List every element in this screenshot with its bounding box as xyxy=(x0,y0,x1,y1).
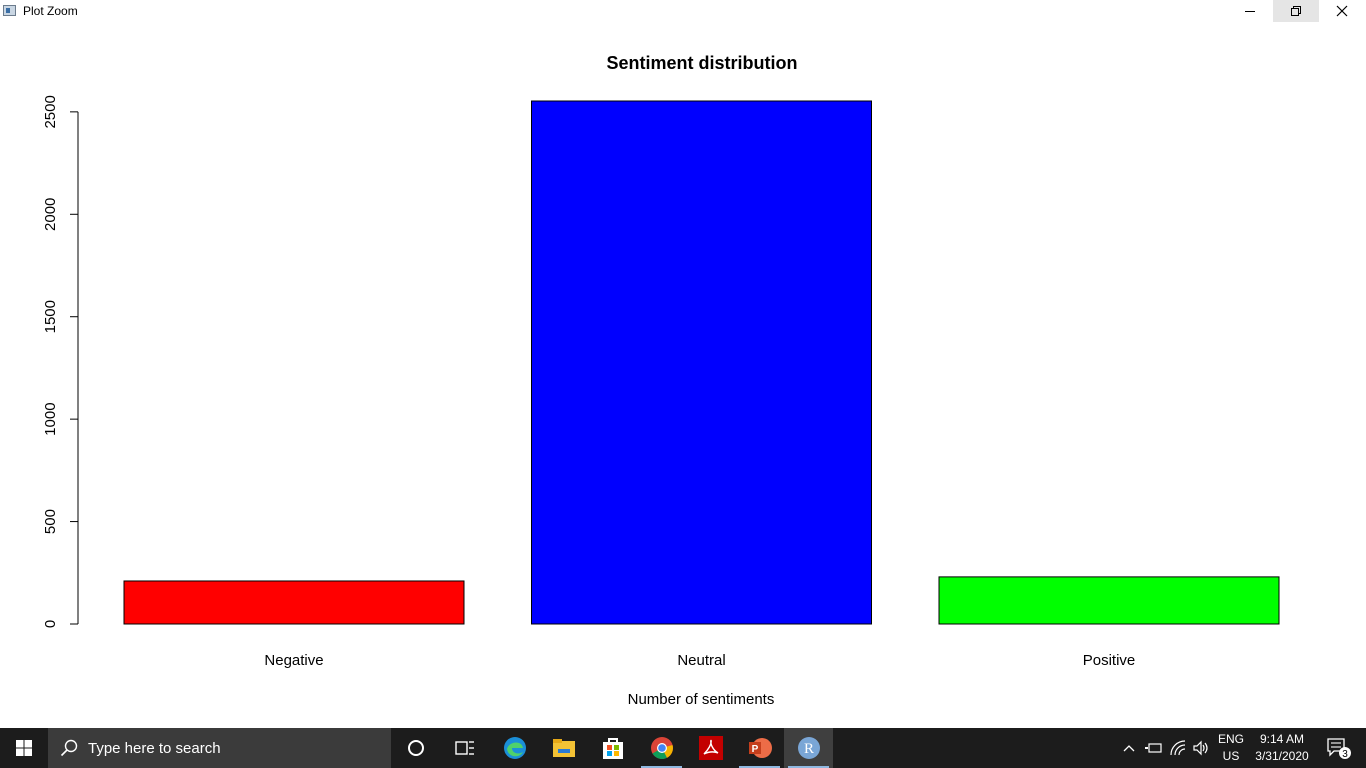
app-icon xyxy=(3,5,16,16)
minimize-icon xyxy=(1245,11,1255,12)
file-explorer-button[interactable] xyxy=(539,728,588,768)
bar-chart: Sentiment distribution 0 500 1000 1500 2000 2… xyxy=(42,53,1280,708)
bar-negative xyxy=(123,580,465,625)
bar-positive xyxy=(938,576,1280,625)
battery-icon xyxy=(1145,743,1162,753)
notification-count: 3 xyxy=(1342,749,1348,760)
input-language-indicator[interactable]: ENG US xyxy=(1214,731,1248,765)
acrobat-button[interactable] xyxy=(686,728,735,768)
plot-area: Sentiment distribution 0 500 1000 1500 2000 2… xyxy=(0,22,1366,728)
r-button[interactable]: R xyxy=(784,728,833,768)
store-icon xyxy=(602,738,623,759)
chart-title: Sentiment distribution xyxy=(607,53,798,73)
svg-text:P: P xyxy=(751,744,758,755)
search-box[interactable]: Type here to search xyxy=(48,728,391,768)
notification-icon: 3 xyxy=(1327,738,1351,760)
powerpoint-icon: P xyxy=(748,738,772,758)
x-axis-label: Number of sentiments xyxy=(628,691,775,708)
chrome-icon xyxy=(650,737,673,759)
task-view-button[interactable] xyxy=(440,728,489,768)
windows-logo-icon xyxy=(16,740,32,756)
x-tick-label: Positive xyxy=(1083,652,1136,669)
svg-text:R: R xyxy=(803,741,813,757)
battery-button[interactable] xyxy=(1142,728,1164,768)
window-title-bar: Plot Zoom xyxy=(0,0,1366,22)
language-code: ENG xyxy=(1217,732,1244,746)
search-icon xyxy=(60,739,78,757)
restore-icon xyxy=(1291,6,1301,16)
taskbar: Type here to search xyxy=(0,728,1366,768)
y-tick-label: 0 xyxy=(42,620,59,628)
action-center-button[interactable]: 3 xyxy=(1318,728,1358,768)
speaker-icon xyxy=(1193,740,1208,756)
show-hidden-icons-button[interactable] xyxy=(1118,728,1140,768)
cortana-icon xyxy=(407,740,424,756)
close-icon xyxy=(1336,5,1348,17)
y-tick-label: 2000 xyxy=(42,198,59,231)
x-tick-labels: Negative Neutral Positive xyxy=(264,652,1135,669)
x-tick-label: Neutral xyxy=(677,652,725,669)
network-button[interactable] xyxy=(1167,728,1189,768)
store-button[interactable] xyxy=(588,728,637,768)
start-button[interactable] xyxy=(0,728,48,768)
cortana-button[interactable] xyxy=(391,728,440,768)
window-title: Plot Zoom xyxy=(23,4,78,18)
running-indicator xyxy=(739,766,780,768)
bar-neutral xyxy=(531,100,872,625)
task-view-icon xyxy=(454,741,474,755)
file-explorer-icon xyxy=(552,739,575,757)
clock-date: 3/31/2020 xyxy=(1255,749,1309,763)
y-tick-label: 1500 xyxy=(42,300,59,333)
y-axis: 0 500 1000 1500 2000 2500 xyxy=(42,95,79,628)
clock[interactable]: 9:14 AM 3/31/2020 xyxy=(1250,731,1314,765)
powerpoint-button[interactable]: P xyxy=(735,728,784,768)
close-button[interactable] xyxy=(1319,0,1365,22)
y-tick-label: 1000 xyxy=(42,402,59,435)
minimize-button[interactable] xyxy=(1227,0,1273,22)
x-tick-label: Negative xyxy=(264,652,323,669)
wifi-icon xyxy=(1170,740,1186,756)
running-indicator xyxy=(641,766,682,768)
clock-time: 9:14 AM xyxy=(1259,732,1305,746)
region-code: US xyxy=(1222,749,1240,763)
chevron-up-icon xyxy=(1123,745,1135,752)
search-placeholder: Type here to search xyxy=(88,739,221,757)
acrobat-icon xyxy=(698,736,723,760)
running-indicator xyxy=(788,766,829,768)
y-tick-label: 500 xyxy=(42,509,59,534)
y-tick-label: 2500 xyxy=(42,95,59,128)
volume-button[interactable] xyxy=(1190,728,1212,768)
edge-button[interactable] xyxy=(490,728,539,768)
r-icon: R xyxy=(797,737,820,759)
restore-button[interactable] xyxy=(1273,0,1319,22)
chrome-button[interactable] xyxy=(637,728,686,768)
bars xyxy=(123,100,1280,625)
edge-icon xyxy=(503,737,526,759)
